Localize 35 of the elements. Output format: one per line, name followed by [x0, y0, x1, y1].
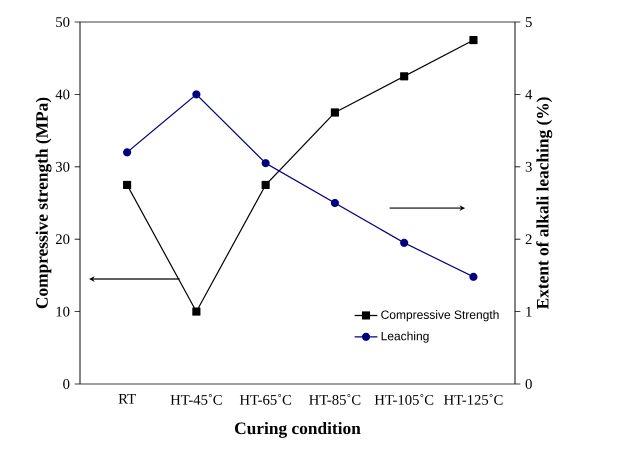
point — [262, 159, 270, 168]
y2-tick-label: 0 — [526, 379, 532, 389]
point — [123, 180, 132, 189]
point — [330, 108, 339, 117]
y2-tick-label: 5 — [526, 17, 532, 27]
y-tick-label: 50 — [56, 17, 70, 27]
point — [330, 198, 339, 208]
y2-tick-label: 2 — [526, 234, 532, 244]
y-tick-label: 40 — [56, 89, 70, 100]
x-tick-label: HT-85˚C — [309, 394, 360, 405]
x-tick-label: HT-105˚C — [374, 394, 434, 405]
y-tick-label: 20 — [56, 234, 70, 244]
legend-label: Compressive Strength — [381, 310, 499, 322]
point — [192, 308, 200, 316]
y2-tick-label: 1 — [526, 306, 532, 316]
y-tick-label: 30 — [56, 162, 70, 172]
y-tick-label: 10 — [56, 306, 70, 317]
point — [469, 36, 478, 44]
y2-axis-title: Extent of alkali leaching (%) — [536, 97, 552, 310]
point — [400, 72, 408, 80]
x-tick-label: HT-45˚C — [170, 394, 222, 405]
point — [123, 148, 132, 156]
point — [469, 272, 478, 281]
x-tick-label: HT-125˚C — [444, 394, 503, 405]
legend-label: Leaching — [382, 332, 429, 343]
point — [262, 180, 270, 189]
y2-tick-label: 4 — [525, 90, 532, 100]
point — [192, 90, 200, 98]
point — [400, 238, 408, 247]
x-tick-label: HT-65˚C — [240, 394, 292, 405]
y-tick-label: 0 — [63, 379, 70, 389]
x-axis-title: Curing condition — [235, 422, 361, 438]
y-axis-title: Compressive strength (MPa) — [36, 98, 52, 308]
x-tick-label: RT — [118, 394, 136, 404]
y2-tick-label: 3 — [526, 162, 532, 172]
